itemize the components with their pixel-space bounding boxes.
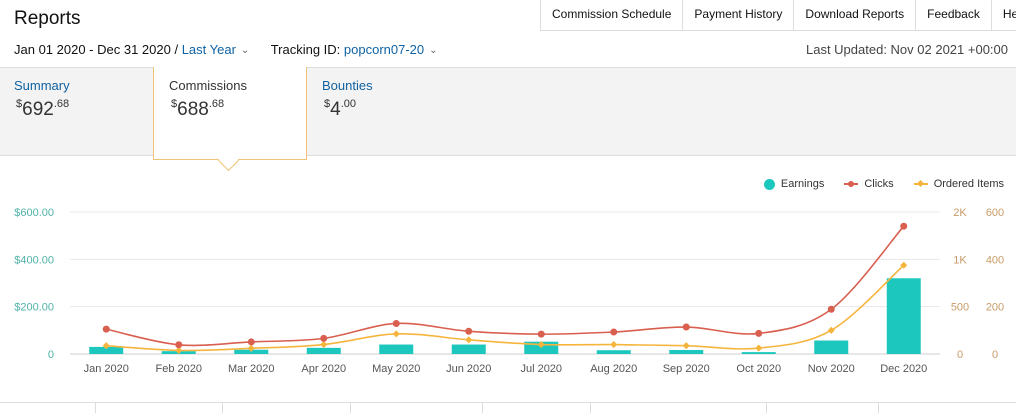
feedback-link[interactable]: Feedback: [916, 0, 992, 30]
filter-bar: Jan 01 2020 - Dec 31 2020 / Last Year ⌄ T…: [14, 42, 456, 57]
ordered-items-point: [247, 344, 255, 352]
x-axis-label: Oct 2020: [736, 363, 781, 375]
x-axis-label: Jun 2020: [446, 363, 491, 375]
legend-earnings-label: Earnings: [780, 178, 825, 190]
x-axis-label: Aug 2020: [590, 363, 637, 375]
legend-clicks[interactable]: Clicks: [844, 178, 894, 190]
chevron-down-icon[interactable]: ⌄: [240, 45, 250, 56]
earnings-chart: $600.00 2K 600 $400.00 1K 400 $200.00 500 200 0 0 0…: [14, 207, 1004, 375]
legend-ordered-items[interactable]: Ordered Items: [913, 178, 1004, 190]
clicks-point: [682, 323, 690, 331]
clicks-point: [827, 305, 835, 313]
last-updated-text: Last Updated: Nov 02 2021 +00:00: [805, 42, 1008, 57]
tab-commissions-label[interactable]: Commissions: [169, 78, 248, 93]
page-title: Reports: [14, 8, 81, 29]
left-axis-tick: $200.00: [14, 302, 54, 314]
earnings-bar: [741, 352, 776, 354]
commissions-value: $688.68: [171, 98, 225, 120]
ordered-items-point: [827, 326, 835, 334]
x-axis-label: Jan 2020: [84, 363, 129, 375]
top-nav: Commission Schedule Payment History Down…: [540, 0, 1016, 31]
x-axis-label: Mar 2020: [228, 363, 274, 375]
download-reports-link[interactable]: Download Reports: [794, 0, 917, 30]
chart-legend: Earnings Clicks Ordered Items: [744, 178, 1004, 190]
x-axis-label: Feb 2020: [156, 363, 202, 375]
help-link[interactable]: Help: [1002, 7, 1016, 21]
earnings-bar: [814, 340, 849, 354]
clicks-point: [755, 329, 763, 337]
tracking-label: Tracking ID:: [270, 42, 341, 57]
tab-bounties-label[interactable]: Bounties: [322, 78, 373, 93]
clicks-line-icon: [844, 180, 859, 188]
clicks-point: [610, 328, 618, 336]
x-axis-label: Jul 2020: [520, 363, 562, 375]
tab-bounties[interactable]: Bounties $4.00: [322, 67, 452, 155]
clicks-axis-tick: 2K: [953, 207, 967, 219]
earnings-bar: [886, 278, 921, 354]
ordered-items-point: [392, 330, 400, 338]
bottom-table-header: [0, 402, 1016, 413]
ordered-items-point: [320, 340, 328, 349]
date-range-text: Jan 01 2020 - Dec 31 2020 /: [14, 42, 179, 57]
left-axis-tick: $400.00: [14, 254, 54, 266]
earnings-bar: [596, 350, 631, 354]
summary-value: $692.68: [16, 98, 70, 120]
legend-ordered-label: Ordered Items: [933, 178, 1004, 190]
earnings-bar: [669, 349, 704, 354]
clicks-line: [106, 225, 905, 347]
earnings-bar: [306, 347, 341, 354]
ordered-items-point: [465, 336, 473, 344]
earnings-bar: [89, 346, 124, 354]
ordered-items-point: [755, 344, 763, 352]
ordered-axis-tick: 200: [986, 302, 1004, 314]
chevron-down-icon[interactable]: ⌄: [429, 45, 438, 56]
legend-clicks-label: Clicks: [864, 178, 894, 190]
ordered-items-point: [537, 340, 545, 349]
clicks-point: [392, 319, 400, 327]
clicks-axis-tick: 1K: [953, 254, 967, 266]
clicks-point: [537, 330, 545, 338]
legend-earnings[interactable]: Earnings: [763, 178, 825, 190]
ordered-items-line: [106, 264, 905, 352]
tab-commissions[interactable]: Commissions $688.68: [153, 67, 307, 172]
period-dropdown[interactable]: Last Year: [181, 42, 236, 57]
clicks-point: [320, 334, 328, 342]
tracking-id-dropdown[interactable]: popcorn07-20: [343, 42, 425, 57]
payment-history-link[interactable]: Payment History: [683, 0, 795, 30]
earnings-bar: [379, 344, 414, 354]
clicks-point: [102, 325, 110, 333]
ordered-items-point: [175, 346, 183, 354]
x-axis-label: Sep 2020: [663, 363, 710, 375]
tab-summary-label[interactable]: Summary: [14, 78, 70, 93]
tab-summary[interactable]: Summary $692.68: [14, 67, 144, 155]
ordered-axis-tick: 400: [986, 254, 1004, 266]
ordered-items-point: [682, 342, 690, 350]
ordered-items-point: [900, 261, 908, 269]
active-tab-pointer: [217, 149, 240, 172]
clicks-point: [175, 341, 183, 349]
ordered-items-point: [610, 340, 618, 349]
ordered-axis-tick: 600: [986, 207, 1004, 219]
earnings-bar: [234, 349, 269, 354]
left-axis-tick: 0: [48, 349, 54, 361]
earnings-bar: [451, 344, 486, 354]
bounties-value: $4.00: [324, 98, 356, 120]
ordered-items-line-icon: [913, 179, 928, 188]
commission-schedule-link[interactable]: Commission Schedule: [541, 0, 684, 30]
ordered-axis-tick: 0: [992, 349, 998, 361]
left-axis-tick: $600.00: [14, 207, 54, 219]
x-axis-label: Dec 2020: [880, 363, 927, 375]
earnings-dot-icon: [763, 178, 775, 190]
clicks-axis-tick: 500: [951, 302, 969, 314]
clicks-axis-tick: 0: [957, 349, 963, 361]
x-axis-label: May 2020: [372, 363, 420, 375]
clicks-point: [247, 338, 255, 346]
clicks-point: [465, 327, 473, 335]
clicks-point: [900, 222, 908, 230]
x-axis-label: Apr 2020: [301, 363, 346, 375]
x-axis-label: Nov 2020: [808, 363, 855, 375]
